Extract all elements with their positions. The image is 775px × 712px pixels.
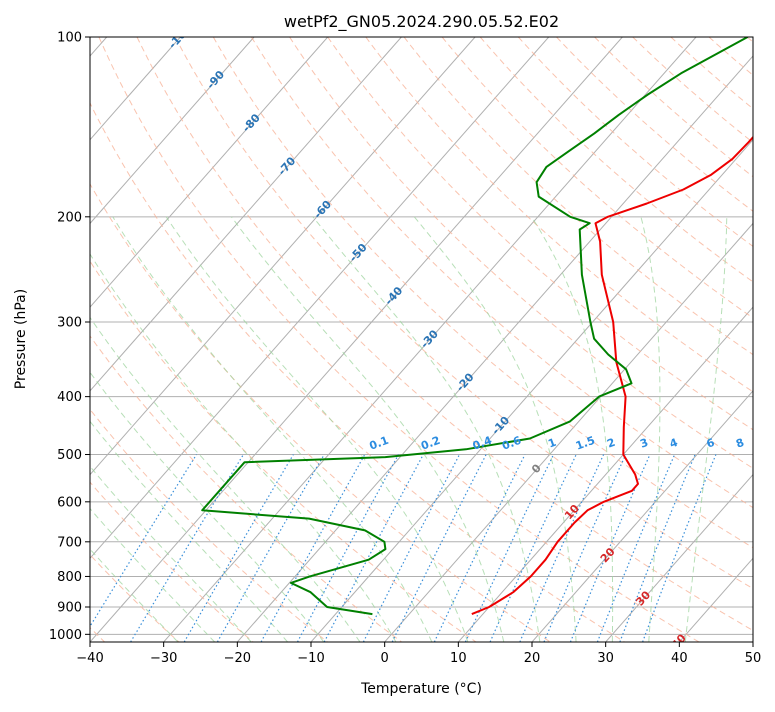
y-axis-label: Pressure (hPa) <box>13 289 29 389</box>
y-tick-label: 700 <box>57 535 82 550</box>
x-tick-label: 0 <box>381 651 389 666</box>
x-tick-label: 50 <box>745 651 762 666</box>
y-tick-label: 600 <box>57 495 82 510</box>
x-tick-label: 30 <box>597 651 614 666</box>
y-tick-label: 500 <box>57 448 82 463</box>
x-tick-label: −40 <box>76 651 103 666</box>
y-tick-label: 900 <box>57 600 82 615</box>
x-tick-label: 40 <box>671 651 688 666</box>
x-tick-label: −20 <box>224 651 251 666</box>
y-tick-label: 800 <box>57 570 82 585</box>
y-tick-label: 200 <box>57 210 82 225</box>
x-axis-label: Temperature (°C) <box>360 681 482 697</box>
y-tick-label: 1000 <box>49 628 82 643</box>
y-tick-label: 100 <box>57 31 82 46</box>
y-tick-label: 400 <box>57 390 82 405</box>
x-tick-label: −30 <box>150 651 177 666</box>
x-tick-label: 20 <box>524 651 541 666</box>
x-tick-label: 10 <box>450 651 467 666</box>
chart-title: wetPf2_GN05.2024.290.05.52.E02 <box>284 12 559 32</box>
y-tick-label: 300 <box>57 315 82 330</box>
x-tick-label: −10 <box>297 651 324 666</box>
